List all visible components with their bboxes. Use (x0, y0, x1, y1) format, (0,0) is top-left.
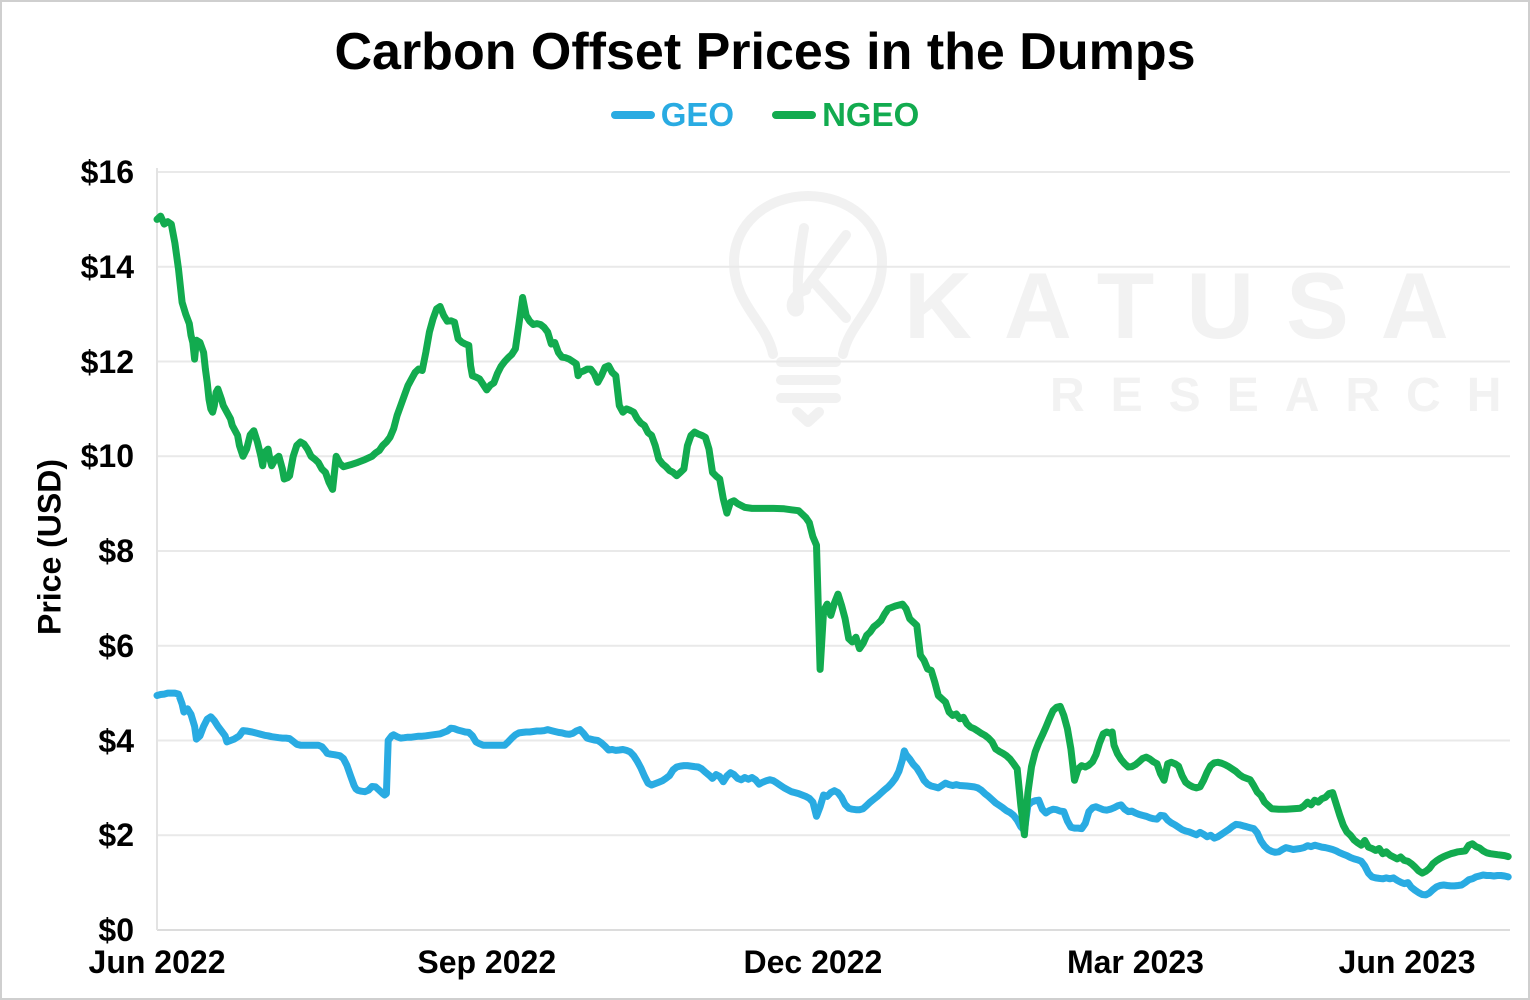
y-tick-label-16: $16 (80, 154, 134, 190)
y-tick-label-2: $2 (98, 817, 134, 854)
geo-line-swatch-icon (610, 110, 655, 119)
legend-label-geo: GEO (660, 96, 735, 133)
chart-title: Carbon Offset Prices in the Dumps (334, 23, 1196, 81)
legend-item-geo: GEO (610, 96, 735, 133)
legend-item-ngeo: NGEO (772, 98, 919, 131)
x-tick-label-jun-2022: Jun 2022 (88, 944, 226, 980)
watermark-research-text: RESEARCH (1050, 369, 1528, 422)
x-tick-label-dec-2022: Dec 2022 (743, 944, 883, 980)
y-tick-label-4: $4 (98, 722, 134, 759)
y-tick-label-10: $10 (80, 438, 134, 475)
watermark-katusa-text: KATUSA (904, 253, 1481, 358)
ngeo-line-swatch-icon (772, 110, 817, 119)
y-tick-label-14: $14 (80, 248, 134, 285)
legend: GEO NGEO (2, 98, 1528, 131)
y-tick-label-6: $6 (98, 627, 134, 664)
y-tick-label-12: $12 (80, 343, 134, 380)
legend-label-ngeo: NGEO (822, 96, 920, 133)
x-tick-label-sep-2022: Sep 2022 (417, 944, 557, 980)
y-tick-label-0: $0 (98, 912, 134, 948)
geo-line (153, 689, 1512, 899)
y-tick-label-8: $8 (98, 533, 134, 569)
x-tick-label-mar-2023: Mar 2023 (1066, 944, 1204, 980)
x-tick-label-jun-2023: Jun 2023 (1338, 944, 1476, 980)
ngeo-line (153, 212, 1512, 877)
